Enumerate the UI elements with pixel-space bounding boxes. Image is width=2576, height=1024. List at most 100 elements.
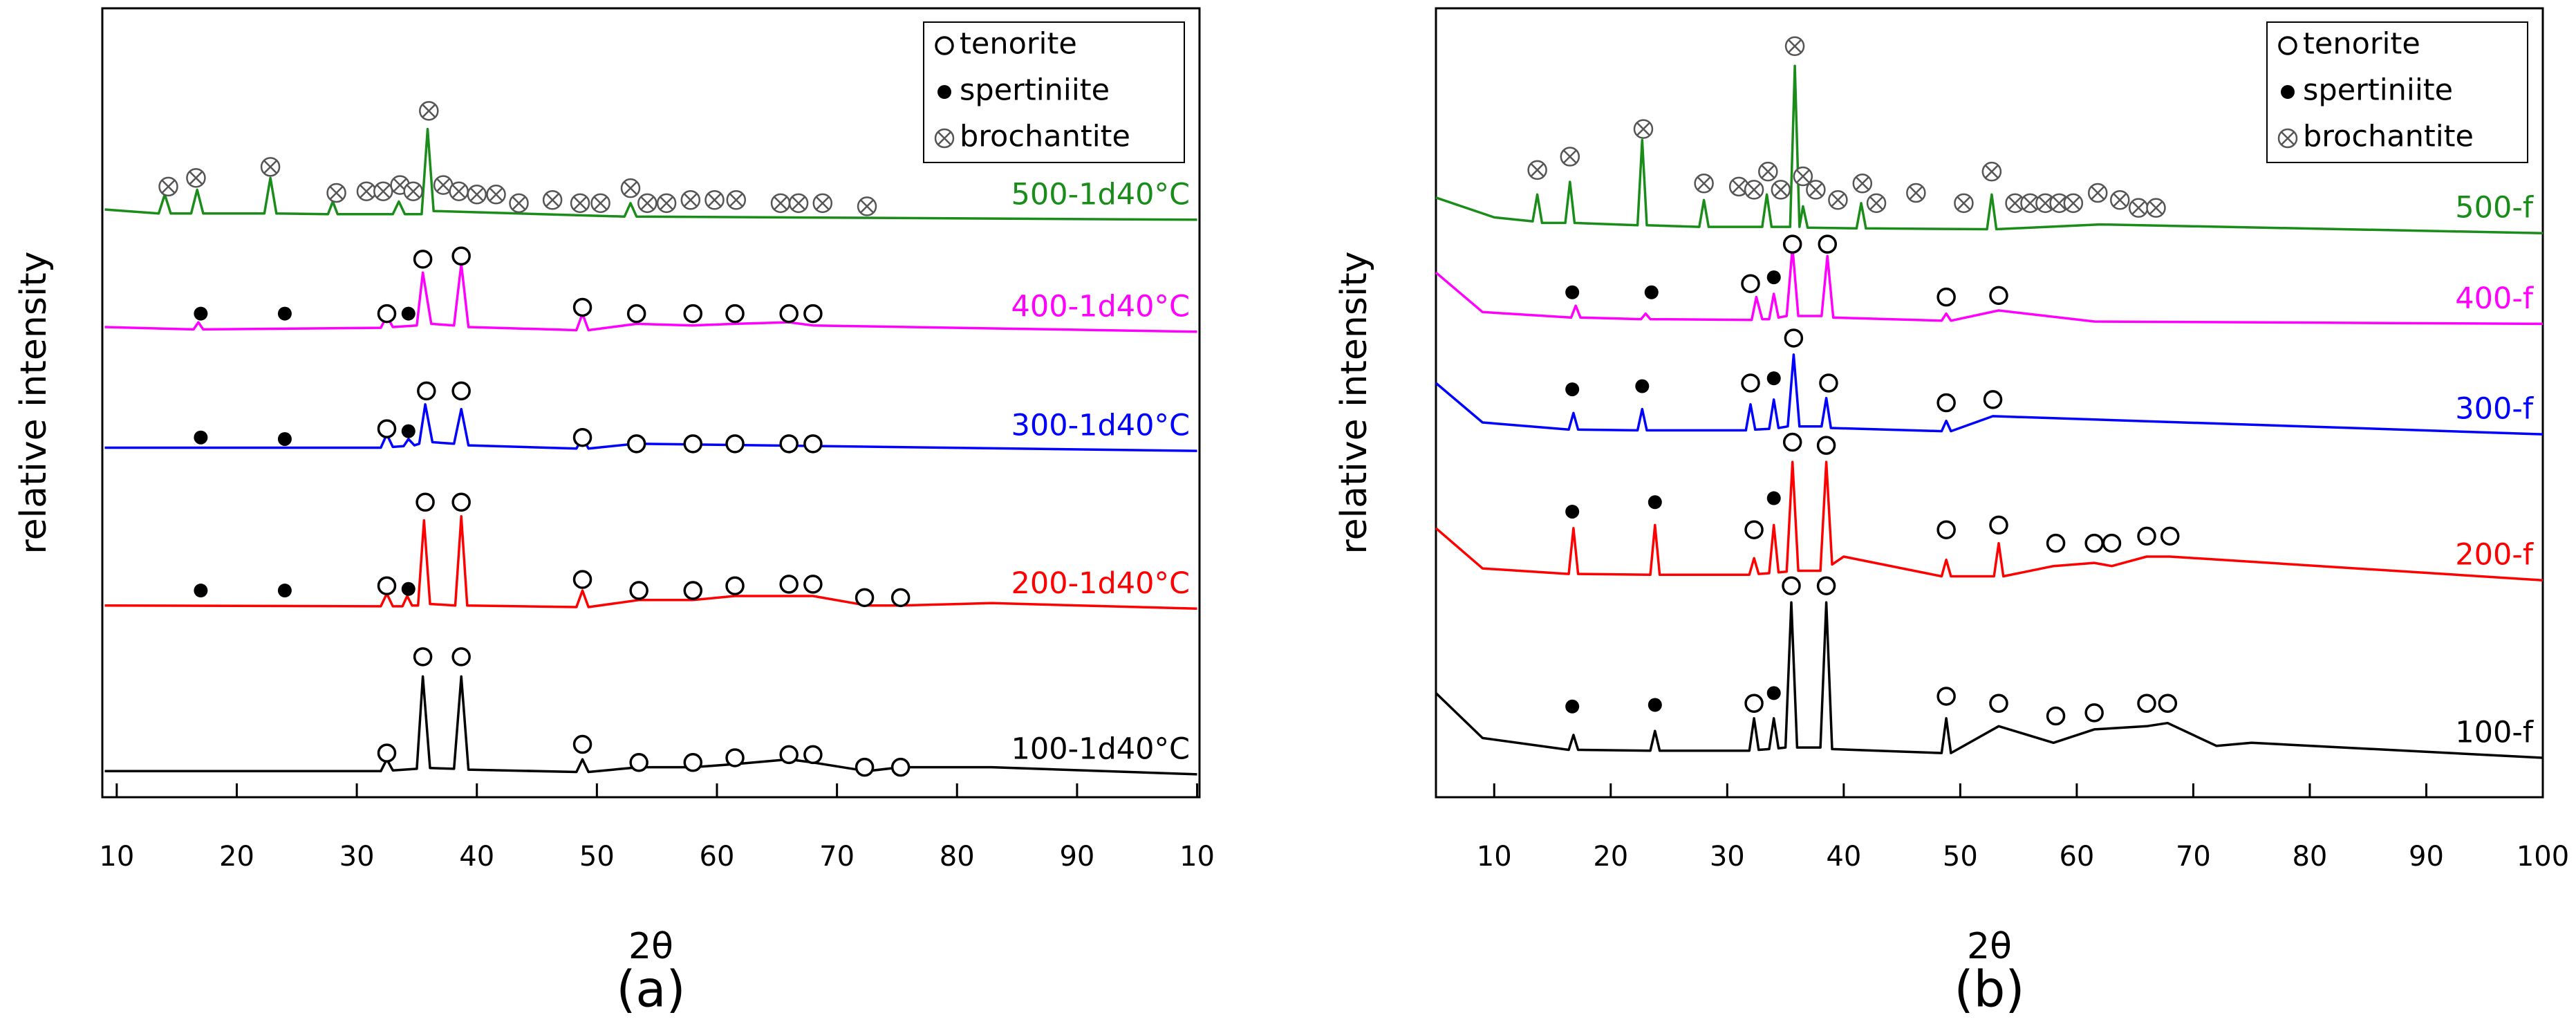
marker-cross: [774, 196, 787, 210]
marker-cross: [640, 196, 655, 210]
x-tick-label: 70: [819, 841, 855, 873]
marker-cross: [263, 160, 277, 174]
spertiniite-marker: [1648, 495, 1662, 510]
x-tick-label: 50: [1943, 841, 1978, 873]
x-axis-label: 2θ: [1967, 926, 2012, 967]
marker-cross: [707, 193, 722, 207]
brochantite-marker: [158, 176, 178, 197]
marker-cross: [1831, 193, 1845, 207]
brochantite-marker: [1784, 36, 1805, 57]
tenorite-marker: [2137, 693, 2156, 713]
marker-cross: [545, 193, 560, 207]
brochantite-marker: [467, 185, 487, 205]
marker-cross: [1697, 176, 1711, 191]
tenorite-marker: [1741, 274, 1760, 293]
spertiniite-marker: [2281, 85, 2295, 99]
tenorite-marker: [629, 753, 648, 772]
spertiniite-marker: [1766, 371, 1781, 386]
brochantite-marker: [656, 193, 677, 214]
plot-frame: [1435, 7, 2544, 799]
tenorite-marker: [626, 434, 646, 454]
brochantite-marker: [2049, 193, 2069, 214]
brochantite-marker: [570, 193, 590, 214]
series-label: 500-1d40°C: [1011, 177, 1190, 212]
tenorite-marker: [377, 419, 397, 438]
marker-cross: [2066, 196, 2080, 210]
marker-cross: [729, 193, 743, 207]
brochantite-marker: [186, 168, 206, 188]
tenorite-marker: [416, 492, 435, 512]
brochantite-marker: [1758, 161, 1778, 182]
brochantite-marker: [1728, 176, 1749, 197]
tenorite-marker: [683, 434, 703, 454]
series-label: 200-f: [2455, 538, 2534, 572]
brochantite-marker: [788, 193, 809, 214]
x-tick-label: 20: [1593, 841, 1628, 873]
spertiniite-marker: [1565, 285, 1580, 299]
tenorite-marker: [1936, 520, 1956, 539]
y-axis-label: relative intensity: [1334, 251, 1375, 554]
tenorite-marker: [725, 576, 745, 595]
brochantite-marker: [1828, 190, 1848, 210]
marker-cross: [161, 179, 176, 194]
xrd-pattern: [104, 675, 1197, 776]
brochantite-marker: [2005, 193, 2025, 214]
x-tick-label: 40: [1826, 841, 1861, 873]
series-label: 100-1d40°C: [1011, 732, 1190, 766]
brochantite-marker: [1954, 193, 1974, 214]
tenorite-marker: [890, 588, 911, 608]
spertiniite-marker: [1766, 270, 1781, 285]
xrd-pattern: [1435, 460, 2544, 581]
brochantite-marker: [486, 185, 506, 205]
tenorite-marker: [417, 381, 436, 401]
tenorite-marker: [803, 304, 823, 324]
tenorite-marker: [803, 575, 823, 594]
tenorite-marker: [779, 304, 799, 324]
brochantite-marker: [2277, 128, 2298, 149]
tenorite-marker: [1816, 576, 1836, 595]
marker-cross: [2023, 196, 2037, 210]
x-tick-label: 100: [2517, 841, 2569, 873]
tenorite-marker: [683, 304, 703, 324]
brochantite-marker: [620, 178, 641, 198]
marker-cross: [436, 178, 450, 192]
marker-cross: [1869, 196, 1883, 210]
x-tick-label: 10: [99, 841, 134, 873]
x-tick-label: 30: [339, 841, 375, 873]
x-tick-label: 30: [1710, 841, 1745, 873]
spertiniite-marker: [1648, 698, 1662, 712]
legend-box: [923, 21, 1185, 163]
spertiniite-marker: [277, 306, 292, 321]
x-tick-label: 60: [700, 841, 735, 873]
y-axis-label: relative intensity: [13, 251, 55, 554]
tenorite-marker: [1816, 436, 1836, 455]
tenorite-marker: [779, 575, 799, 594]
brochantite-marker: [590, 193, 610, 214]
brochantite-marker: [1694, 174, 1714, 194]
series-label: 300-f: [2455, 392, 2534, 427]
series-label: 100-f: [2455, 715, 2534, 750]
marker-cross: [593, 196, 608, 210]
xrd-pattern: [1435, 353, 2544, 436]
tenorite-marker: [803, 745, 823, 765]
tenorite-marker: [1782, 432, 1802, 452]
plot-frame: [101, 7, 1201, 799]
tenorite-marker: [1782, 234, 1802, 254]
tenorite-marker: [572, 427, 592, 447]
tenorite-marker: [1983, 390, 2003, 409]
spertiniite-marker: [1565, 504, 1580, 519]
brochantite-marker: [2146, 198, 2166, 218]
brochantite-marker: [704, 190, 725, 210]
tenorite-marker: [2102, 533, 2122, 553]
tenorite-marker: [451, 647, 471, 667]
tenorite-marker: [725, 748, 745, 767]
series-label: 500-f: [2455, 191, 2534, 225]
marker-cross: [1809, 183, 1823, 197]
series-label: 400-1d40°C: [1011, 289, 1190, 324]
brochantite-marker: [2020, 193, 2040, 214]
tenorite-marker: [451, 246, 471, 266]
marker-cross: [1795, 169, 1810, 183]
marker-cross: [2008, 196, 2022, 210]
tenorite-marker: [1782, 576, 1801, 595]
